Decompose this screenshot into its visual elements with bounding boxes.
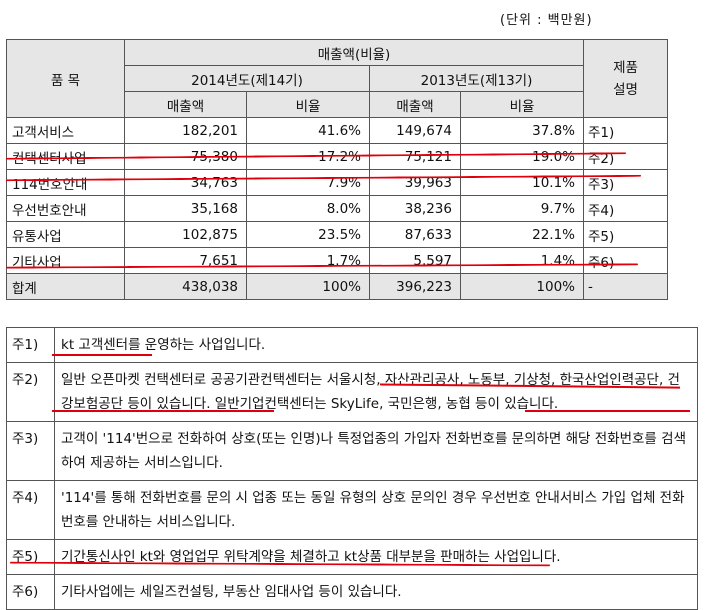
note-label: 주3) [6, 421, 55, 481]
note-text: '114'를 통해 전화번호를 문의 시 업종 또는 동일 유형의 상호 문의인… [54, 480, 698, 540]
note-label: 주6) [6, 574, 55, 610]
highlight-underline [525, 410, 690, 412]
note-ref: 주1) [583, 117, 669, 144]
unit-label: (단위 : 백만원) [500, 13, 593, 28]
note-row: 주5) 기간통신사인 kt와 영업업무 위탁계약을 체결하고 kt상품 대부분을… [6, 539, 698, 575]
rev-2013: 38,236 [369, 195, 461, 222]
note-text: 고객이 '114'번으로 전화하여 상호(또는 인명)나 특정업종의 가입자 전… [54, 421, 698, 481]
header-product-desc: 제품설명 [583, 39, 669, 118]
total-rev-2013: 396,223 [369, 273, 461, 300]
rev-2013: 75,121 [369, 143, 461, 170]
ratio-2014: 8.0% [246, 195, 370, 222]
total-ratio-2014: 100% [246, 273, 370, 300]
header-2014: 2014년도(제14기) [124, 65, 370, 92]
rev-2013: 87,633 [369, 221, 461, 248]
rev-2014: 182,201 [124, 117, 247, 144]
note-label: 주2) [6, 362, 55, 422]
ratio-2014: 41.6% [246, 117, 370, 144]
note-row: 주4) '114'를 통해 전화번호를 문의 시 업종 또는 동일 유형의 상호… [6, 480, 698, 540]
note-ref: 주2) [583, 143, 669, 170]
note-text: 기타사업에는 세일즈컨설팅, 부동산 임대사업 등이 있습니다. [54, 574, 698, 610]
header-revenue-2013: 매출액 [369, 91, 461, 118]
ratio-2013: 19.0% [459, 143, 585, 170]
rev-2014: 35,168 [124, 195, 247, 222]
total-row: 합계 438,038 100% 396,223 100% - [6, 273, 669, 300]
note-ref: 주4) [583, 195, 669, 222]
table-row: 컨택센터사업 75,380 17.2% 75,121 19.0% 주2) [6, 143, 669, 170]
table-row: 114번호안내 34,763 7.9% 39,963 10.1% 주3) [6, 169, 669, 196]
note-text: 기간통신사인 kt와 영업업무 위탁계약을 체결하고 kt상품 대부분을 판매하… [54, 539, 698, 575]
ratio-2013: 1.4% [459, 247, 585, 274]
rev-2014: 7,651 [124, 247, 247, 274]
ratio-2013: 10.1% [459, 169, 585, 196]
ratio-2013: 37.8% [459, 117, 585, 144]
note-ref: 주3) [583, 169, 669, 196]
note-ref: 주5) [583, 221, 669, 248]
row-name: 유통사업 [6, 221, 125, 248]
table-row: 유통사업 102,875 23.5% 87,633 22.1% 주5) [6, 221, 669, 248]
ratio-2013: 22.1% [459, 221, 585, 248]
note-text: kt 고객센터를 운영하는 사업입니다. [54, 327, 698, 363]
rev-2013: 39,963 [369, 169, 461, 196]
row-name: 고객서비스 [6, 117, 125, 144]
row-name: 114번호안내 [6, 169, 125, 196]
revenue-table: 품 목 매출액(비율) 제품설명 2014년도(제14기) 2013년도(제13… [6, 39, 669, 300]
note-ref: 주6) [583, 247, 669, 274]
rev-2013: 5,597 [369, 247, 461, 274]
ratio-2014: 1.7% [246, 247, 370, 274]
row-name: 기타사업 [6, 247, 125, 274]
table-row: 우선번호안내 35,168 8.0% 38,236 9.7% 주4) [6, 195, 669, 222]
total-ratio-2013: 100% [459, 273, 585, 300]
ratio-2013: 9.7% [459, 195, 585, 222]
note-text: 일반 오픈마켓 컨택센터로 공공기관컨택센터는 서울시청, 자산관리공사, 노동… [54, 362, 698, 422]
note-row: 주1) kt 고객센터를 운영하는 사업입니다. [6, 327, 698, 363]
note-row: 주2) 일반 오픈마켓 컨택센터로 공공기관컨택센터는 서울시청, 자산관리공사… [6, 362, 698, 422]
rev-2013: 149,674 [369, 117, 461, 144]
header-item: 품 목 [6, 39, 125, 118]
rev-2014: 75,380 [124, 143, 247, 170]
highlight-underline [52, 354, 152, 356]
note-label: 주5) [6, 539, 55, 575]
total-rev-2014: 438,038 [124, 273, 247, 300]
note-label: 주4) [6, 480, 55, 540]
ratio-2014: 23.5% [246, 221, 370, 248]
note-label: 주1) [6, 327, 55, 363]
total-name: 합계 [6, 273, 125, 300]
row-name: 우선번호안내 [6, 195, 125, 222]
highlight-underline [52, 410, 274, 412]
table-row: 고객서비스 182,201 41.6% 149,674 37.8% 주1) [6, 117, 669, 144]
note-row: 주3) 고객이 '114'번으로 전화하여 상호(또는 인명)나 특정업종의 가… [6, 421, 698, 481]
ratio-2014: 7.9% [246, 169, 370, 196]
total-note: - [583, 273, 669, 300]
rev-2014: 34,763 [124, 169, 247, 196]
header-revenue-2014: 매출액 [124, 91, 247, 118]
table-row: 기타사업 7,651 1.7% 5,597 1.4% 주6) [6, 247, 669, 274]
header-ratio-2013: 비율 [459, 91, 585, 118]
note-row: 주6) 기타사업에는 세일즈컨설팅, 부동산 임대사업 등이 있습니다. [6, 574, 698, 610]
notes-table: 주1) kt 고객센터를 운영하는 사업입니다. 주2) 일반 오픈마켓 컨택센… [6, 327, 698, 610]
header-2013: 2013년도(제13기) [368, 65, 585, 92]
rev-2014: 102,875 [124, 221, 247, 248]
header-ratio-2014: 비율 [246, 91, 370, 118]
row-name: 컨택센터사업 [6, 143, 125, 170]
header-revenue-ratio: 매출액(비율) [123, 39, 585, 66]
